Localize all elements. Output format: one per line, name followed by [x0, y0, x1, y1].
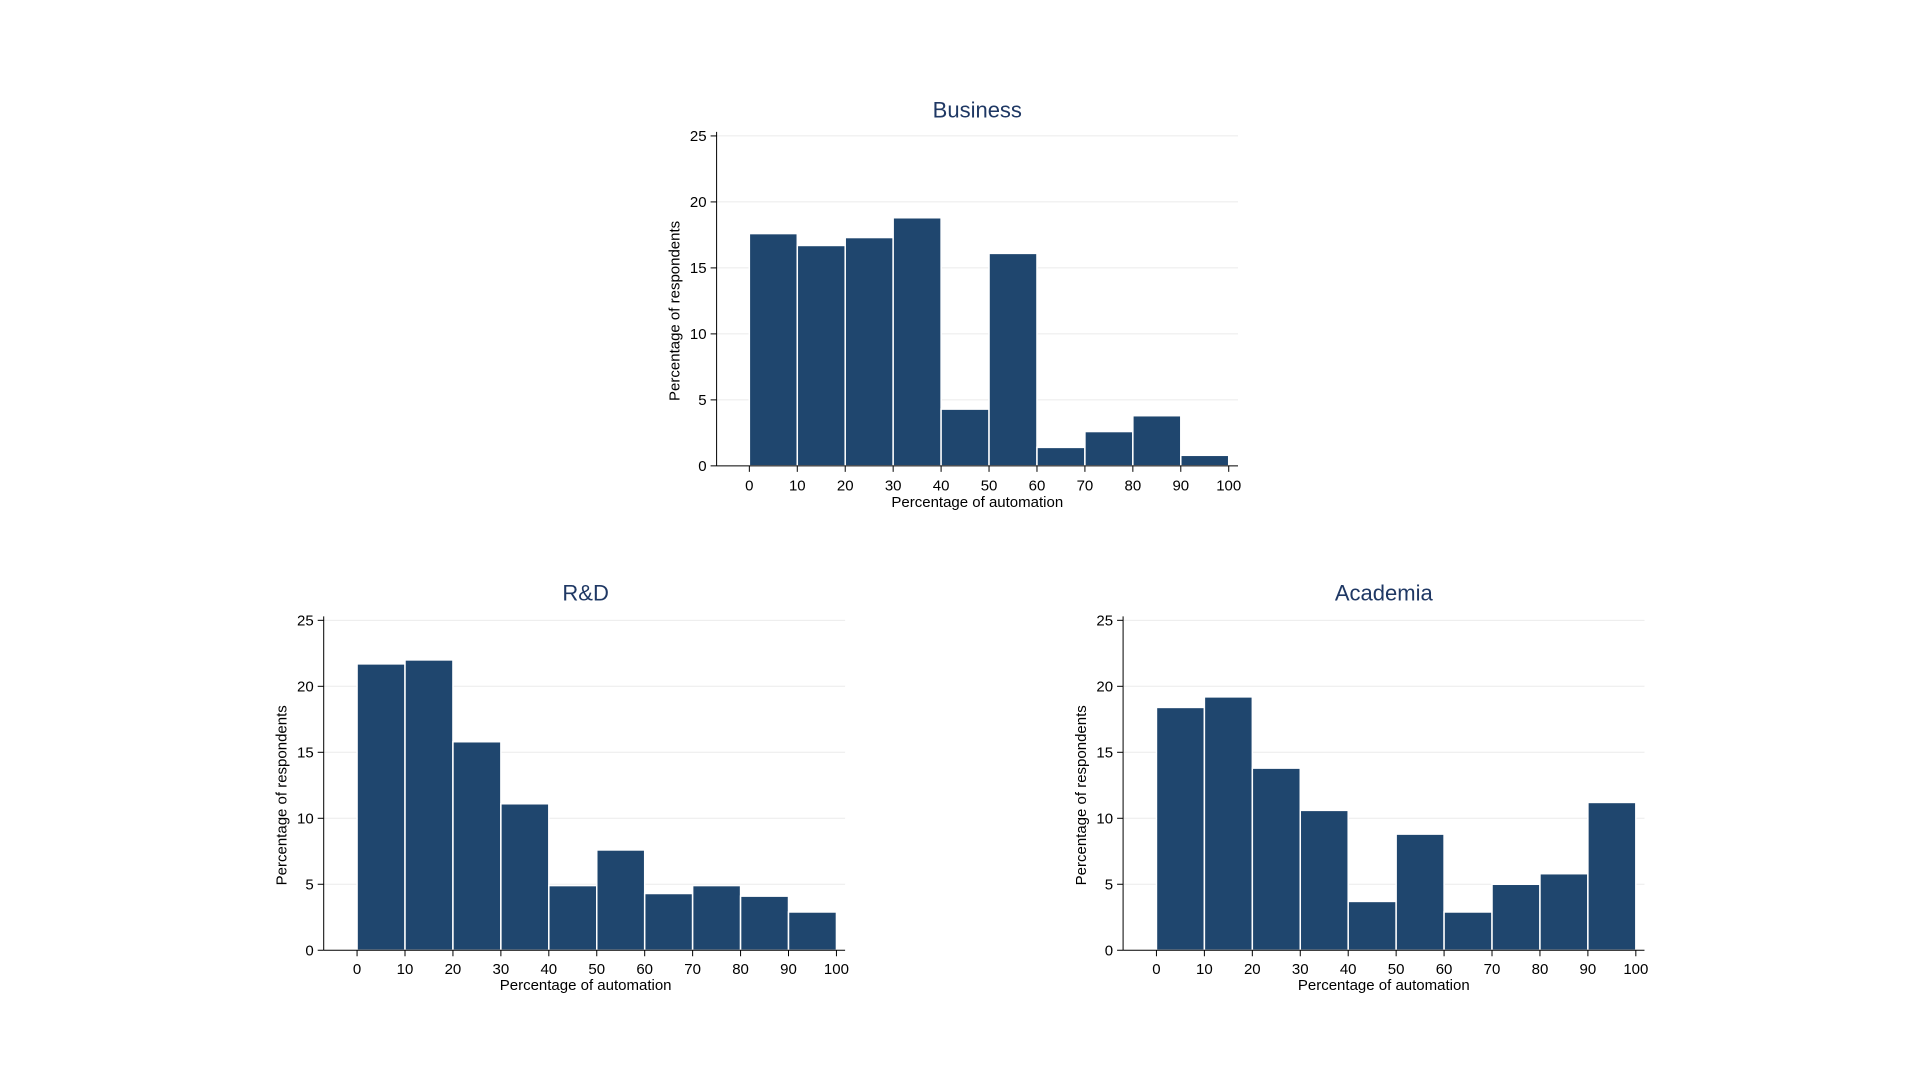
x-tick-label: 50	[981, 478, 998, 495]
x-tick-label: 50	[1388, 961, 1405, 978]
histogram-bar	[739, 895, 790, 952]
histogram-bar	[1347, 900, 1397, 952]
x-tick-label: 40	[1340, 961, 1357, 978]
histogram-bar	[1203, 696, 1254, 952]
x-tick-label: 30	[493, 961, 510, 978]
histogram-bar	[1299, 809, 1349, 952]
y-tick-label: 25	[1096, 612, 1113, 629]
x-tick-label: 0	[353, 961, 361, 978]
histogram-bar	[892, 216, 942, 467]
x-tick-label: 30	[1292, 961, 1309, 978]
histogram-bar	[548, 884, 598, 952]
y-tick-label: 25	[690, 128, 707, 145]
x-tick-label: 80	[1125, 478, 1142, 495]
x-tick-label: 0	[745, 478, 753, 495]
histogram-bar	[1036, 446, 1086, 467]
histogram-bar	[1443, 911, 1493, 952]
x-tick-label: 30	[885, 478, 902, 495]
x-tick-label: 70	[1077, 478, 1094, 495]
histogram-bar	[1180, 454, 1230, 467]
x-tick-label: 50	[588, 961, 605, 978]
y-tick-label: 10	[690, 326, 707, 343]
x-tick-label: 0	[1152, 961, 1160, 978]
y-tick-label: 20	[690, 194, 707, 211]
x-tick-label: 70	[684, 961, 701, 978]
y-tick-label: 25	[297, 612, 314, 629]
y-tick-label: 0	[698, 458, 706, 475]
y-tick-label: 15	[1096, 744, 1113, 761]
chart-title: Academia	[1335, 581, 1434, 606]
x-axis-label: Percentage of automation	[891, 494, 1063, 511]
histogram-bar	[988, 252, 1038, 467]
y-tick-label: 5	[305, 876, 313, 893]
y-tick-label: 5	[698, 392, 706, 409]
histogram-bar	[1251, 767, 1302, 952]
x-tick-label: 100	[1216, 478, 1241, 495]
x-tick-label: 10	[1196, 961, 1213, 978]
histogram-bar	[500, 803, 550, 952]
x-tick-label: 20	[445, 961, 462, 978]
y-tick-label: 15	[297, 744, 314, 761]
histogram-bar	[691, 884, 742, 952]
histogram-bar	[404, 659, 454, 952]
x-tick-label: 10	[789, 478, 806, 495]
x-tick-label: 60	[636, 961, 653, 978]
histogram-bar	[1132, 414, 1182, 467]
chart-title: R&D	[562, 581, 608, 606]
x-tick-label: 90	[780, 961, 797, 978]
x-tick-label: 100	[824, 961, 849, 978]
histogram-bar	[787, 911, 838, 952]
x-tick-label: 100	[1623, 961, 1648, 978]
histogram-bar	[748, 232, 799, 467]
y-axis-label: Percentage of respondents	[274, 705, 291, 885]
histogram-bar	[940, 408, 990, 467]
y-tick-label: 10	[1096, 810, 1113, 827]
histogram-bar	[643, 892, 694, 952]
histogram-bar	[844, 236, 894, 467]
y-tick-label: 0	[1105, 942, 1113, 959]
y-tick-label: 15	[690, 260, 707, 277]
histogram-bar	[1084, 430, 1134, 467]
y-tick-label: 0	[305, 942, 313, 959]
x-tick-label: 80	[1532, 961, 1549, 978]
x-tick-label: 60	[1436, 961, 1453, 978]
y-tick-label: 20	[1096, 678, 1113, 695]
y-tick-label: 5	[1105, 876, 1113, 893]
x-tick-label: 60	[1029, 478, 1046, 495]
histogram-bar	[452, 740, 502, 952]
x-tick-label: 20	[1244, 961, 1261, 978]
x-tick-label: 20	[837, 478, 854, 495]
x-tick-label: 10	[397, 961, 414, 978]
histogram-bar	[1539, 872, 1589, 952]
x-tick-label: 90	[1172, 478, 1189, 495]
histogram-bar	[356, 663, 406, 952]
x-tick-label: 40	[933, 478, 950, 495]
x-tick-label: 40	[540, 961, 557, 978]
x-axis-label: Percentage of automation	[1298, 977, 1470, 994]
x-axis-label: Percentage of automation	[500, 977, 672, 994]
histogram-bar	[596, 849, 646, 952]
y-tick-label: 20	[297, 678, 314, 695]
x-tick-label: 80	[732, 961, 749, 978]
histogram-bar	[1491, 883, 1541, 952]
y-axis-label: Percentage of respondents	[1073, 705, 1090, 885]
histogram-bar	[1395, 833, 1445, 952]
y-axis-label: Percentage of respondents	[667, 221, 684, 401]
histogram-bar	[796, 244, 846, 467]
chart-title: Business	[933, 97, 1022, 122]
x-tick-label: 90	[1580, 961, 1597, 978]
histogram-bar	[1155, 706, 1206, 952]
y-tick-label: 10	[297, 810, 314, 827]
histogram-bar	[1587, 801, 1637, 952]
x-tick-label: 70	[1484, 961, 1501, 978]
